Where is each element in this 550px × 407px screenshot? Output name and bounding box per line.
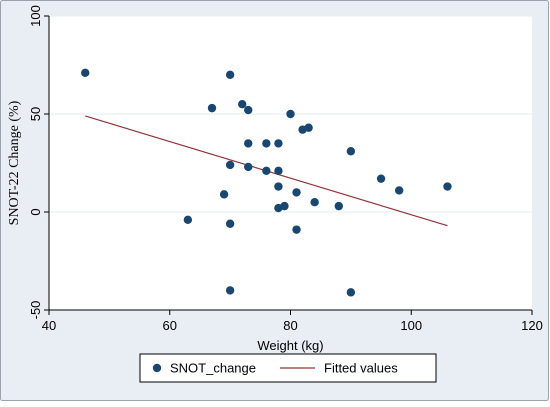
data-point xyxy=(346,147,356,156)
data-point xyxy=(262,166,271,176)
data-point xyxy=(274,166,283,176)
data-point xyxy=(443,182,452,191)
legend-marker-snot-change xyxy=(152,363,162,373)
data-point xyxy=(274,139,283,148)
data-point xyxy=(346,288,356,297)
data-point xyxy=(183,215,193,225)
y-tick-label: 50 xyxy=(28,107,43,121)
data-point xyxy=(280,201,289,211)
data-point xyxy=(219,190,229,199)
data-point xyxy=(262,139,271,148)
data-point xyxy=(225,286,235,295)
plot-area xyxy=(49,16,532,310)
data-point xyxy=(244,105,253,115)
x-tick-label: 100 xyxy=(400,318,422,333)
data-point xyxy=(274,182,283,191)
data-point xyxy=(225,219,235,228)
y-axis-title: SNOT-22 Change (%) xyxy=(7,100,22,225)
data-point xyxy=(225,70,235,80)
data-point xyxy=(207,103,217,113)
x-tick-label: 40 xyxy=(42,318,56,333)
legend-label-snot-change: SNOT_change xyxy=(170,361,256,376)
y-tick-label: -50 xyxy=(28,301,43,320)
data-point xyxy=(286,109,295,119)
data-point xyxy=(225,160,235,170)
data-point xyxy=(244,139,253,148)
data-point xyxy=(244,162,253,172)
data-point xyxy=(310,198,319,207)
x-tick-label: 120 xyxy=(521,318,543,333)
data-point xyxy=(81,68,90,78)
x-tick-label: 60 xyxy=(163,318,177,333)
data-point xyxy=(304,123,313,132)
data-point xyxy=(376,174,386,183)
x-axis-title: Weight (kg) xyxy=(257,338,323,353)
data-point xyxy=(292,188,301,197)
data-point xyxy=(394,186,404,195)
y-tick-label: 0 xyxy=(28,208,43,215)
data-point xyxy=(334,201,343,211)
y-tick-label: 100 xyxy=(28,5,43,27)
data-point xyxy=(292,225,301,234)
x-tick-label: 80 xyxy=(283,318,297,333)
legend-label-fitted-values: Fitted values xyxy=(324,361,398,376)
data-point xyxy=(238,100,247,109)
